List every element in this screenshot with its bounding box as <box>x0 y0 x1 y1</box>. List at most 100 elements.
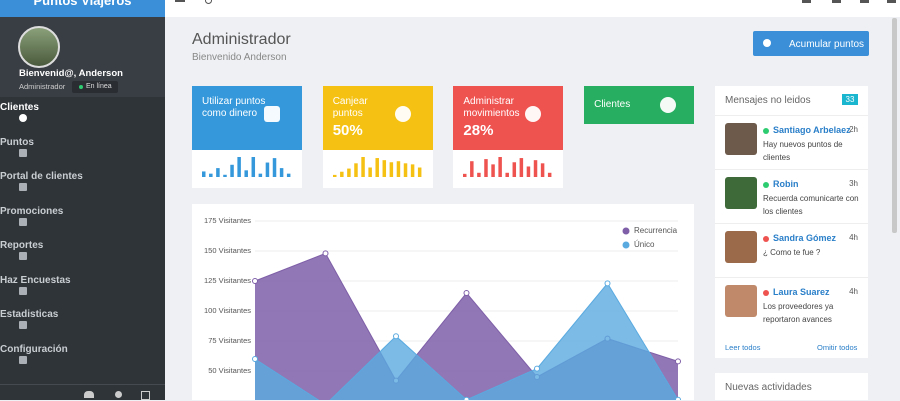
message[interactable]: Laura Suarez 4h Los proveedores ya reporta… <box>715 277 868 333</box>
card-header: Canjear puntos 50% <box>322 86 433 150</box>
messages-count: 33 <box>842 94 858 105</box>
spark-bar <box>548 172 552 177</box>
menu-icon <box>19 321 27 329</box>
page-title: Administrador <box>192 31 291 48</box>
status-dot <box>763 128 769 134</box>
menu-item[interactable]: Portal de clientes <box>0 171 165 205</box>
message[interactable]: Sandra Gómez 4h ¿ Como te fue ? <box>715 223 868 279</box>
menu-item[interactable]: Haz Encuestas <box>0 275 165 309</box>
message-avatar <box>725 123 757 155</box>
legend-label: Recurrencia <box>634 226 678 235</box>
messages-panel: Mensajes no leidos 33 Santiago Arbelaez 2… <box>715 86 868 358</box>
message-avatar <box>725 177 757 209</box>
menu-label: Portal de clientes <box>0 171 83 182</box>
spark-bar <box>484 159 489 177</box>
y-tick-label: 150 Visitantes <box>204 246 251 255</box>
message-name: Robin <box>773 179 799 189</box>
accumulate-button[interactable]: Acumular puntos <box>753 31 869 56</box>
spark-bar <box>375 158 379 177</box>
search-icon[interactable] <box>205 0 212 4</box>
point <box>534 365 540 372</box>
spark-bar <box>339 171 344 177</box>
spark-bar <box>417 167 422 177</box>
card-sparkline <box>453 150 564 188</box>
message-text: Recuerda comunicarte con los clientes <box>763 194 859 216</box>
activities-title: Nuevas actividades <box>725 382 812 393</box>
sparkline <box>202 157 291 177</box>
message-time: 3h <box>849 179 858 188</box>
menu-label: Clientes <box>0 102 39 113</box>
card-icon <box>525 106 542 122</box>
y-tick-label: 175 Visitantes <box>204 216 251 225</box>
message-name: Laura Suarez <box>773 287 830 297</box>
spark-bar <box>470 161 474 177</box>
message[interactable]: Santiago Arbelaez 2h Hay nuevos puntos de … <box>715 115 868 171</box>
menu-icon <box>19 114 27 122</box>
card-title: Utilizar puntos como dinero <box>202 96 266 119</box>
top-icon[interactable] <box>887 0 896 3</box>
point <box>393 333 399 340</box>
message[interactable]: Robin 3h Recuerda comunicarte con los clie… <box>715 169 868 225</box>
spark-bar <box>202 171 206 177</box>
settings-icon[interactable] <box>115 391 122 398</box>
spark-bar <box>410 164 415 177</box>
spark-bar <box>512 162 517 177</box>
menu-item[interactable]: Clientes <box>0 102 165 136</box>
message-text: ¿ Como te fue ? <box>763 248 821 257</box>
y-tick-label: 50 Visitantes <box>208 366 251 375</box>
menu-item[interactable]: Configuración <box>0 344 165 378</box>
spark-bar <box>286 173 291 177</box>
add-user-icon[interactable] <box>84 391 94 398</box>
menu-icon <box>19 148 27 157</box>
menu-item[interactable]: Estadisticas <box>0 309 165 343</box>
spark-bar <box>368 167 372 177</box>
spark-bar <box>346 168 351 177</box>
sparkline <box>463 157 552 177</box>
legend-label: Único <box>634 240 655 249</box>
spark-bar <box>477 172 482 177</box>
icon-shape <box>19 286 27 295</box>
status-dot <box>763 236 769 242</box>
top-icon[interactable] <box>832 0 841 3</box>
top-icon[interactable] <box>860 0 869 3</box>
menu-icon <box>19 252 27 260</box>
point <box>252 356 258 362</box>
spark-bar <box>505 172 510 177</box>
menu-label: Puntos <box>0 136 34 148</box>
spark-bar <box>251 157 256 177</box>
stat-card[interactable]: Clientes <box>584 86 695 124</box>
avatar <box>18 26 60 68</box>
menu-item[interactable]: Reportes <box>0 240 165 274</box>
message-time: 4h <box>849 233 858 242</box>
spark-bar <box>382 160 386 177</box>
skip-all[interactable]: Omitir todos <box>817 343 858 352</box>
spark-bar <box>541 163 545 177</box>
message-name: Sandra Gómez <box>773 233 837 243</box>
menu-label: Promociones <box>0 205 64 217</box>
menu-label: Reportes <box>0 240 44 251</box>
top-icon[interactable] <box>802 0 811 3</box>
card-title: Administrar movimientos <box>463 96 520 119</box>
y-tick-label: 125 Visitantes <box>204 276 251 285</box>
spark-bar <box>258 173 263 177</box>
spark-bar <box>272 158 277 177</box>
card-icon <box>264 106 280 122</box>
status-dot <box>763 182 769 188</box>
menu-toggle[interactable] <box>175 0 185 2</box>
spark-bar <box>244 170 248 177</box>
read-all[interactable]: Leer todos <box>725 343 761 352</box>
legend-swatch <box>622 241 630 249</box>
stat-card[interactable]: Utilizar puntos como dinero <box>192 86 302 188</box>
spark-bar <box>534 160 538 177</box>
menu-item[interactable]: Puntos <box>0 137 165 171</box>
stat-card[interactable]: Canjear puntos 50% <box>322 86 433 188</box>
spark-bar <box>265 162 270 177</box>
message-avatar <box>725 231 757 263</box>
menu-icon <box>19 355 27 364</box>
menu-item[interactable]: Promociones <box>0 206 165 240</box>
stat-card[interactable]: Administrar movimientos 28% <box>453 86 564 188</box>
icon-shape <box>19 114 27 122</box>
card-header: Administrar movimientos 28% <box>453 86 564 150</box>
point <box>604 280 611 287</box>
